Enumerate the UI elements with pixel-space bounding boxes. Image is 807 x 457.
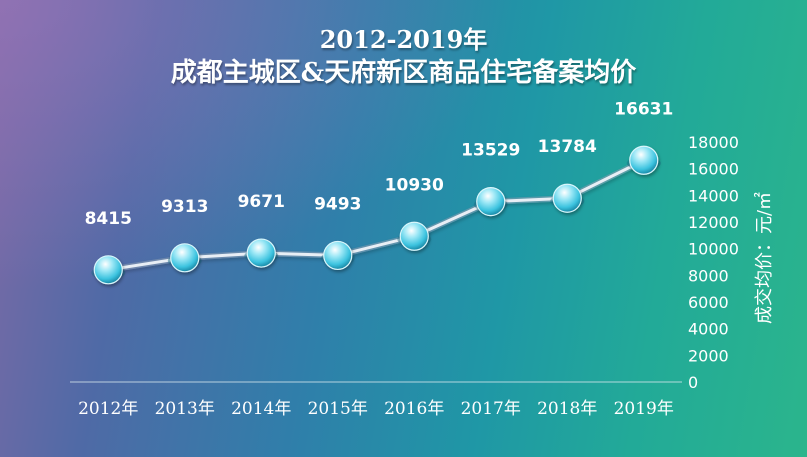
y-axis-label: 成交均价：元/㎡ xyxy=(754,191,775,325)
y-tick-label: 6000 xyxy=(688,293,729,312)
data-point xyxy=(399,221,429,251)
chart-subtitle: 成都主城区&天府新区商品住宅备案均价 xyxy=(170,58,637,88)
data-point xyxy=(323,240,353,271)
data-label: 13529 xyxy=(461,141,520,161)
x-tick-label: 2017年 xyxy=(461,399,521,419)
data-point xyxy=(246,238,276,268)
y-tick-label: 16000 xyxy=(688,160,739,179)
chart-title: 2012-2019年 xyxy=(319,25,488,54)
y-tick-label: 10000 xyxy=(688,240,739,259)
x-tick-label: 2019年 xyxy=(614,399,674,419)
data-label: 16631 xyxy=(614,99,673,119)
data-point xyxy=(629,145,659,175)
data-label: 10930 xyxy=(385,175,444,195)
x-tick-label: 2015年 xyxy=(308,399,368,419)
data-label: 9493 xyxy=(314,194,361,214)
y-tick-label: 4000 xyxy=(688,320,729,339)
y-tick-label: 14000 xyxy=(688,186,739,205)
x-tick-label: 2012年 xyxy=(78,399,138,419)
data-label: 9313 xyxy=(161,197,208,217)
data-label: 13784 xyxy=(538,137,597,157)
data-point xyxy=(552,183,582,213)
y-tick-label: 12000 xyxy=(688,213,739,232)
x-tick-label: 2016年 xyxy=(384,399,444,419)
data-label: 9671 xyxy=(238,192,285,212)
data-point xyxy=(93,255,123,285)
data-point xyxy=(476,187,506,217)
x-tick-label: 2013年 xyxy=(155,399,215,419)
data-label: 8415 xyxy=(85,209,132,229)
x-tick-label: 2014年 xyxy=(231,399,291,419)
y-tick-label: 8000 xyxy=(688,266,729,285)
x-tick-label: 2018年 xyxy=(537,399,597,419)
y-tick-label: 0 xyxy=(688,373,698,392)
y-tick-label: 18000 xyxy=(688,133,739,152)
y-tick-label: 2000 xyxy=(688,346,729,365)
data-point xyxy=(170,243,200,273)
